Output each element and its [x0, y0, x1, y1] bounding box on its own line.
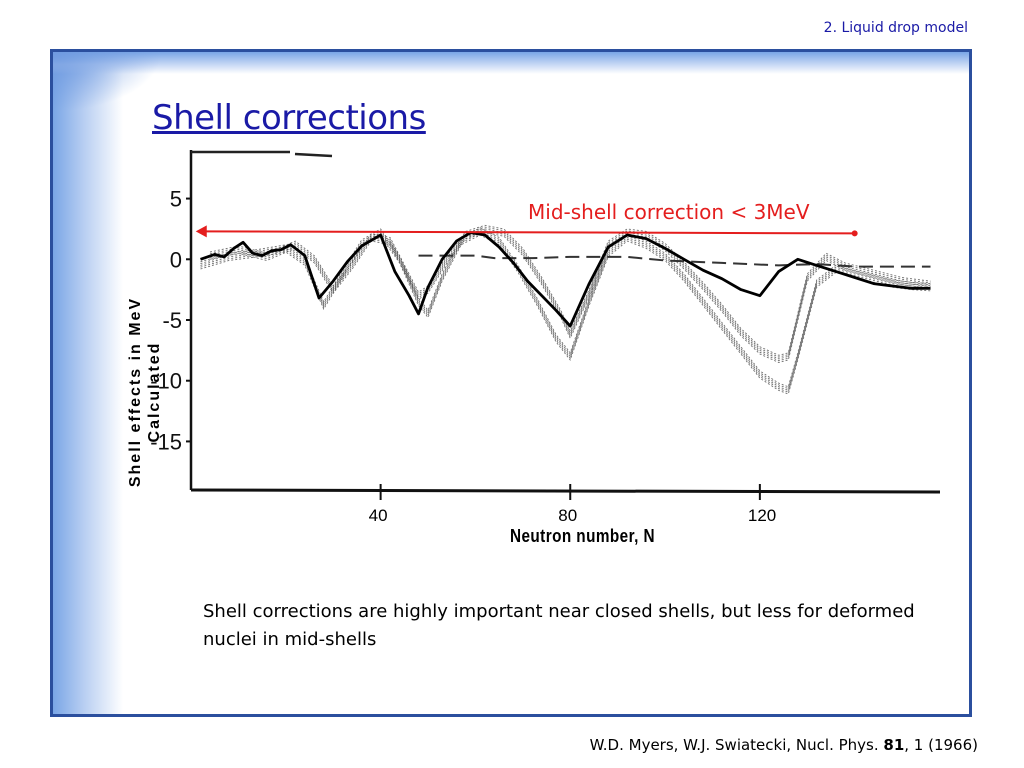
y-tick-label: 0	[170, 247, 182, 272]
slide-title: Shell corrections	[152, 98, 426, 138]
reference-citation: W.D. Myers, W.J. Swiatecki, Nucl. Phys. …	[590, 736, 978, 754]
x-tick-label-40: 40	[368, 506, 388, 525]
top-frame-line	[191, 150, 333, 158]
curve-band-line	[200, 230, 931, 391]
y-tick-label: -15	[150, 429, 182, 454]
curve-band-line	[200, 227, 931, 388]
curve-band-line	[200, 232, 931, 393]
slide-caption: Shell corrections are highly important n…	[203, 601, 915, 650]
annotation-arrow-line	[201, 230, 855, 235]
curve-band-line	[209, 228, 931, 360]
annotation-arrowhead	[195, 225, 207, 238]
frame-gradient-top	[53, 52, 969, 74]
frame-gradient-left	[53, 52, 123, 714]
y-tick-label: 5	[170, 187, 182, 212]
curve-band-line	[209, 232, 931, 363]
content-frame	[50, 49, 972, 717]
mid-shell-annotation: Mid-shell correction < 3MeV	[528, 200, 810, 224]
shell-corrections-chart: 5 0 -5 -10 -15	[150, 150, 941, 500]
curve-band-line	[200, 229, 931, 390]
reference-volume: 81	[883, 736, 905, 754]
y-tick-label: -5	[162, 308, 182, 333]
y-tick-label: -10	[150, 369, 182, 394]
y-axis-label-line1: Shell effects in MeV	[127, 296, 144, 488]
section-label: 2. Liquid drop model	[823, 20, 968, 36]
curve-band-line	[200, 234, 931, 395]
x-tick-label-80: 80	[558, 506, 578, 525]
x-axis-line	[190, 488, 941, 494]
reference-suffix: , 1 (1966)	[904, 736, 978, 754]
frame-gradient-corner	[53, 52, 163, 112]
x-tick-label-120: 120	[747, 506, 777, 525]
curve-main-line	[200, 231, 931, 328]
curve-dashed-line	[418, 254, 931, 268]
y-axis-label-line2: Calculated	[146, 341, 163, 443]
curve-band-line	[209, 230, 931, 362]
reference-prefix: W.D. Myers, W.J. Swiatecki, Nucl. Phys.	[589, 736, 884, 754]
annotation-endpoint	[851, 230, 858, 237]
x-axis-label: Neutron number, N	[510, 526, 655, 546]
y-axis-label: Shell effects in MeV Calculated	[126, 297, 164, 487]
